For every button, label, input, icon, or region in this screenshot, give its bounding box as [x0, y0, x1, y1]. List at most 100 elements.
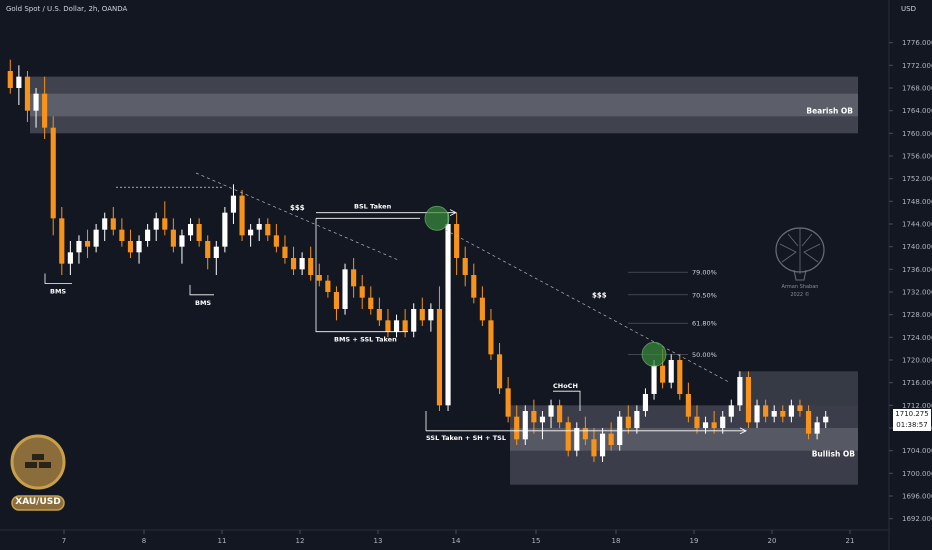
- candle-body: [565, 422, 571, 451]
- candle-body: [411, 309, 417, 332]
- brain-icon: [775, 227, 825, 281]
- candle-body: [797, 405, 803, 411]
- watermark-name: Arman Shaban: [781, 284, 819, 290]
- candle-body: [814, 422, 820, 434]
- candle-body: [76, 241, 82, 253]
- candle-body: [479, 297, 485, 321]
- candle-body: [445, 224, 451, 406]
- candle-body: [522, 411, 528, 440]
- candle-body: [754, 405, 760, 423]
- bms1-bracket: [44, 273, 72, 284]
- bearish-ob-label: Bearish OB: [806, 107, 853, 116]
- candle-body: [471, 275, 477, 298]
- candle-body: [33, 93, 39, 111]
- candle-body: [351, 269, 357, 287]
- bearish-ob-core: [30, 93, 858, 117]
- candle-body: [7, 71, 13, 88]
- candle-body: [84, 241, 91, 247]
- y-tick-label: 1744.000: [902, 221, 932, 229]
- sh-circle: [641, 341, 667, 367]
- y-tick-label: 1696.000: [902, 493, 932, 501]
- bms-ssl-label: BMS + SSL Taken: [334, 336, 397, 344]
- candle-body: [591, 439, 597, 457]
- candle-body: [634, 411, 640, 428]
- fib-label: 79.00%: [692, 269, 717, 277]
- candle-body: [299, 258, 305, 270]
- y-tick-label: 1776.000: [902, 39, 932, 47]
- fib-label: 50.00%: [692, 351, 717, 359]
- candle-body: [685, 394, 691, 417]
- candle-body: [59, 218, 65, 264]
- price-tag: 1710.275 01:38:57: [893, 409, 931, 431]
- candle-body: [333, 292, 340, 309]
- y-tick-label: 1704.000: [902, 447, 932, 455]
- fib-label: 61.80%: [692, 320, 717, 328]
- y-tick-label: 1732.000: [902, 289, 932, 297]
- x-tick-label: 8: [142, 537, 146, 545]
- candle-body: [788, 405, 794, 417]
- candle-body: [145, 229, 151, 241]
- candle-body: [273, 235, 279, 247]
- upper-zone: [738, 371, 858, 406]
- candle-body: [368, 297, 374, 309]
- candle-body: [823, 416, 829, 423]
- candle-body: [660, 365, 666, 383]
- candle-body: [505, 388, 511, 417]
- candle-body: [325, 280, 331, 292]
- candle-body: [179, 235, 185, 247]
- x-tick-label: 13: [374, 537, 383, 545]
- bullish-ob-core: [510, 428, 858, 451]
- candle-body: [694, 416, 700, 428]
- candle-body: [402, 320, 408, 332]
- candle-body: [205, 241, 211, 258]
- bsl-arrow: [449, 209, 457, 217]
- candle-body: [359, 286, 365, 298]
- candle-body: [102, 218, 108, 230]
- x-tick-label: 14: [452, 537, 461, 545]
- xauusd-badge: XAU/USD: [10, 432, 66, 516]
- candle-body: [771, 411, 777, 417]
- y-tick-label: 1728.000: [902, 311, 932, 319]
- x-tick-label: 7: [62, 537, 66, 545]
- bms2-bracket: [189, 284, 214, 296]
- candle-body: [651, 365, 657, 394]
- y-tick-label: 1772.000: [902, 62, 932, 70]
- candle-body: [127, 241, 134, 253]
- candle-body: [454, 224, 460, 258]
- bms2-label: BMS: [195, 299, 211, 307]
- candle-body: [248, 229, 254, 236]
- candle-body: [599, 433, 606, 457]
- candle-body: [342, 269, 348, 309]
- candle-body: [745, 377, 752, 423]
- bms1-label: BMS: [50, 288, 66, 296]
- bms-ssl-bracket: [315, 217, 420, 333]
- candle-body: [136, 241, 142, 253]
- y-tick-label: 1756.000: [902, 153, 932, 161]
- candle-body: [677, 360, 683, 394]
- last-price: 1710.275: [895, 410, 929, 418]
- x-tick-label: 11: [218, 537, 227, 545]
- candle-body: [16, 76, 22, 88]
- bullish-ob-label: Bullish OB: [812, 449, 856, 458]
- candle-body: [514, 416, 520, 440]
- candle-body: [531, 411, 537, 423]
- candle-body: [290, 258, 297, 270]
- time-axis[interactable]: 7 8 11 12 13 14 15 18 19 20 21: [62, 530, 855, 545]
- liq2-label: $$$: [592, 292, 607, 300]
- candle-body: [780, 411, 786, 417]
- badge-label: XAU/USD: [15, 497, 61, 507]
- ssl-sh-tsl-label: SSL Taken + SH + TSL: [426, 434, 506, 442]
- y-tick-label: 1752.000: [902, 175, 932, 183]
- candle-body: [608, 433, 614, 445]
- y-tick-label: 1760.000: [902, 130, 932, 138]
- y-tick-label: 1724.000: [902, 334, 932, 342]
- candle-body: [256, 224, 262, 230]
- candle-body: [436, 309, 443, 406]
- x-tick-label: 19: [690, 537, 699, 545]
- trend-line-1: [195, 172, 401, 262]
- x-tick-label: 15: [532, 537, 541, 545]
- candle-body: [728, 405, 734, 417]
- y-tick-label: 1716.000: [902, 379, 932, 387]
- x-tick-label: 18: [612, 537, 621, 545]
- candle-body: [805, 411, 812, 434]
